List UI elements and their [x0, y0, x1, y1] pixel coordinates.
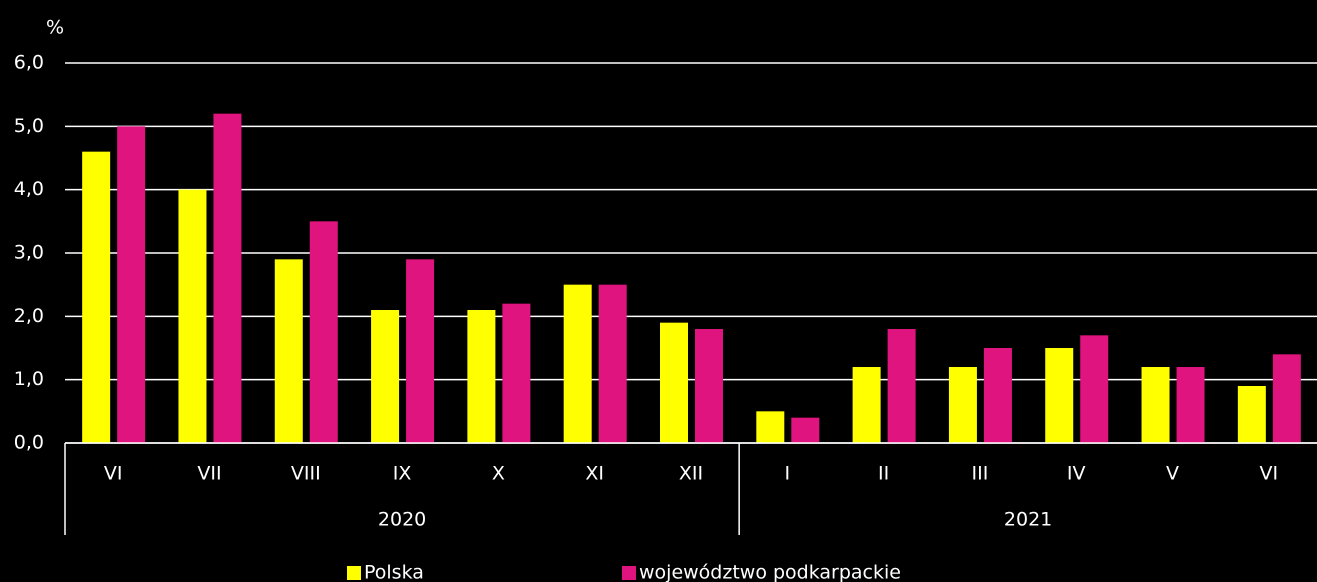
legend-swatch — [622, 566, 636, 580]
y-tick-label: 4,0 — [14, 178, 44, 200]
x-tick-label: VII — [197, 463, 221, 485]
legend-label: Polska — [364, 562, 424, 582]
x-tick-label: VI — [104, 463, 123, 485]
y-tick-label: 2,0 — [14, 305, 44, 327]
bar — [309, 221, 338, 443]
x-tick-label: IX — [393, 463, 412, 485]
x-tick-label: III — [972, 463, 989, 485]
y-tick-label: 0,0 — [14, 432, 44, 454]
y-tick-label: 5,0 — [14, 115, 44, 137]
legend-swatch — [347, 566, 361, 580]
bar — [502, 303, 531, 443]
bar — [1080, 335, 1109, 443]
bar — [117, 126, 146, 443]
bar — [274, 259, 303, 443]
bar — [467, 310, 496, 443]
bar — [1141, 367, 1170, 443]
legend-label: województwo podkarpackie — [639, 562, 901, 582]
x-tick-label: I — [785, 463, 791, 485]
x-tick-label: IV — [1067, 463, 1086, 485]
y-tick-label: 6,0 — [14, 52, 44, 74]
group-label: 2021 — [1004, 509, 1052, 531]
bar — [1237, 386, 1266, 443]
bar — [598, 284, 627, 443]
bar — [213, 113, 242, 444]
bar — [791, 417, 820, 443]
x-tick-label: II — [878, 463, 889, 485]
bar — [660, 322, 688, 443]
bar — [1272, 354, 1301, 443]
bar — [371, 310, 400, 443]
bar — [887, 329, 916, 443]
bar — [406, 259, 435, 443]
x-tick-label: XII — [679, 463, 703, 485]
bar — [695, 329, 723, 443]
bar — [563, 284, 592, 443]
bar — [1045, 348, 1074, 443]
y-tick-label: 3,0 — [14, 242, 44, 264]
group-label: 2020 — [378, 509, 426, 531]
bar — [82, 151, 111, 443]
bar — [1176, 367, 1205, 443]
y-unit: % — [46, 17, 64, 39]
y-tick-label: 1,0 — [14, 368, 44, 390]
x-tick-label: V — [1166, 463, 1179, 485]
bar — [178, 189, 207, 443]
bar — [983, 348, 1012, 443]
bar — [852, 367, 881, 443]
x-tick-label: VI — [1260, 463, 1279, 485]
bar — [756, 411, 785, 443]
x-tick-label: VIII — [291, 463, 321, 485]
x-tick-label: XI — [585, 463, 604, 485]
x-tick-label: X — [492, 463, 505, 485]
bar — [948, 367, 977, 443]
